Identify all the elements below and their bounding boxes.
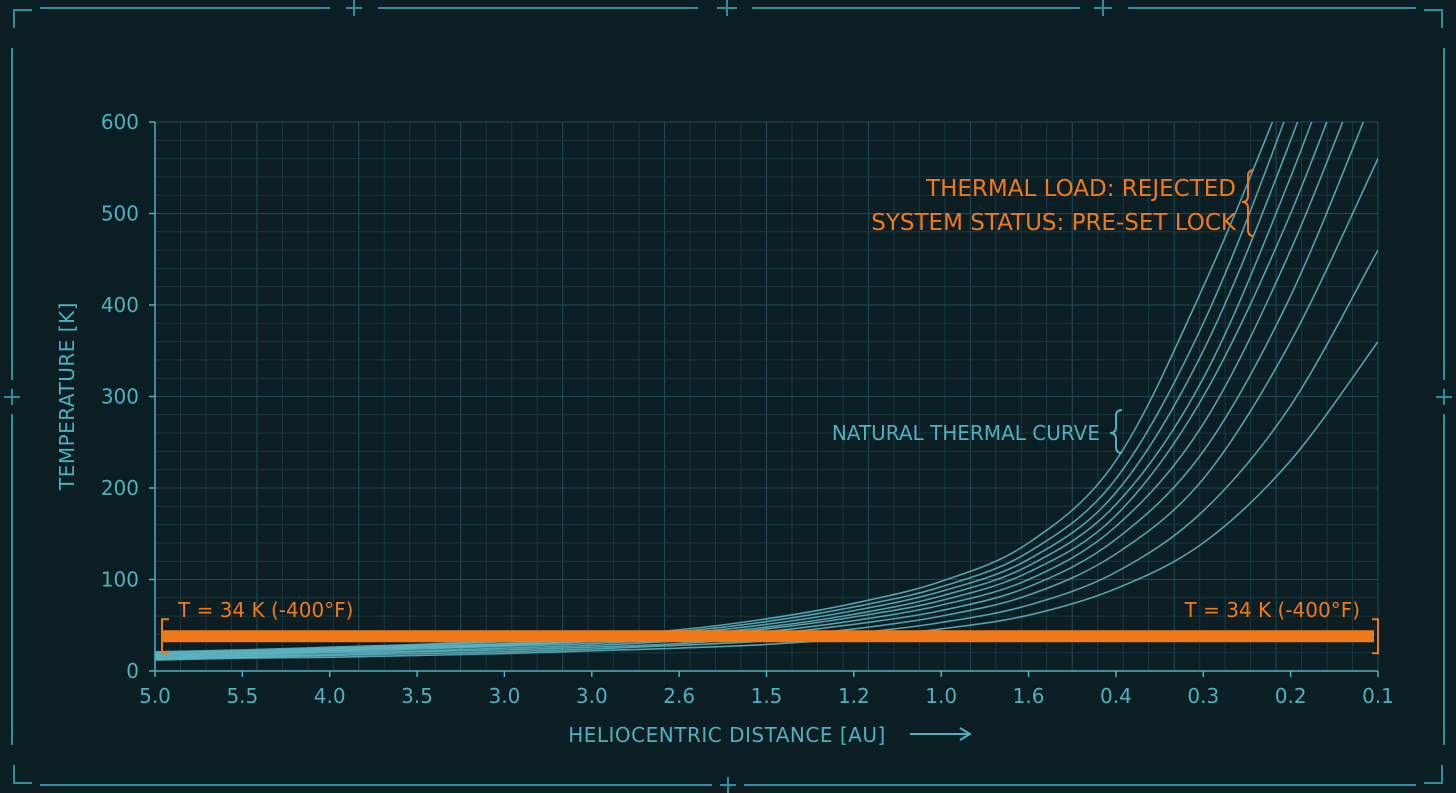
frame-corner-br <box>1424 765 1443 784</box>
frame-crosshair <box>1436 389 1452 405</box>
y-axis-label: TEMPERATURE [K] <box>55 302 79 491</box>
frame-crosshair <box>1094 0 1112 16</box>
threshold-band <box>161 618 1379 655</box>
x-tick-label: 5.0 <box>139 684 171 708</box>
x-tick-label: 4.0 <box>314 684 346 708</box>
y-tick-label: 0 <box>126 659 139 683</box>
threshold-label-left: T = 34 K (-400°F) <box>177 598 353 622</box>
natural-thermal-curves <box>155 122 1378 661</box>
x-tick-label: 3.5 <box>401 684 433 708</box>
frame-corner-tr <box>1424 9 1443 28</box>
natural-thermal-curve-label: NATURAL THERMAL CURVE <box>832 421 1100 445</box>
system-status-text: SYSTEM STATUS: PRE-SET LOCK <box>871 210 1237 236</box>
y-tick-label: 300 <box>101 385 139 409</box>
thermal-curve-line <box>155 122 1328 657</box>
hud-frame <box>4 0 1452 793</box>
y-tick-label: 500 <box>101 202 139 226</box>
frame-crosshair <box>346 0 362 16</box>
x-tick-label: 5.5 <box>226 684 258 708</box>
x-tick-label: 1.2 <box>838 684 870 708</box>
y-tick-label: 400 <box>101 293 139 317</box>
frame-crosshair <box>717 0 737 16</box>
thermal-curve-line <box>155 341 1378 661</box>
thermal-curve-line <box>155 122 1274 653</box>
threshold-bracket-right <box>1372 618 1379 655</box>
thermal-curve-line <box>155 122 1313 656</box>
thermal-curve-line <box>155 122 1365 659</box>
x-axis-label: HELIOCENTRIC DISTANCE [AU] <box>568 723 886 747</box>
x-tick-label: 0.3 <box>1187 684 1219 708</box>
x-tick-label: 3.0 <box>576 684 608 708</box>
x-tick-label: 0.1 <box>1362 684 1394 708</box>
frame-crosshair <box>720 777 736 793</box>
x-tick-label: 1.5 <box>751 684 783 708</box>
status-bracket-icon <box>1241 169 1255 237</box>
y-tick-label: 100 <box>101 568 139 592</box>
threshold-label-right: T = 34 K (-400°F) <box>1184 598 1360 622</box>
y-axis-tick-labels: 0 100 200 300 400 500 600 <box>101 110 155 683</box>
chart-grid <box>154 121 1379 672</box>
thermal-curve-line <box>155 122 1344 658</box>
x-axis-tick-labels: 5.0 5.5 4.0 3.5 3.0 3.0 2.6 1.5 1.2 1.0 1.6 0.4 0.3 0… <box>139 671 1394 708</box>
frame-corner-tl <box>13 9 32 28</box>
x-tick-label: 0.4 <box>1100 684 1132 708</box>
y-tick-label: 600 <box>101 110 139 134</box>
x-tick-label: 0.2 <box>1275 684 1307 708</box>
x-tick-label: 1.6 <box>1013 684 1045 708</box>
curve-bracket-icon <box>1109 409 1123 454</box>
x-axis-arrow-icon <box>910 727 972 741</box>
thermal-curve-line <box>155 122 1299 655</box>
y-tick-label: 200 <box>101 476 139 500</box>
frame-corner-bl <box>13 765 32 784</box>
frame-crosshair <box>4 389 20 405</box>
x-tick-label: 2.6 <box>663 684 695 708</box>
thermal-load-status: THERMAL LOAD: REJECTED <box>925 176 1236 202</box>
threshold-bracket-left <box>161 618 169 655</box>
x-tick-label: 3.0 <box>489 684 521 708</box>
thermal-curve-line <box>155 122 1285 654</box>
x-tick-label: 1.0 <box>925 684 957 708</box>
